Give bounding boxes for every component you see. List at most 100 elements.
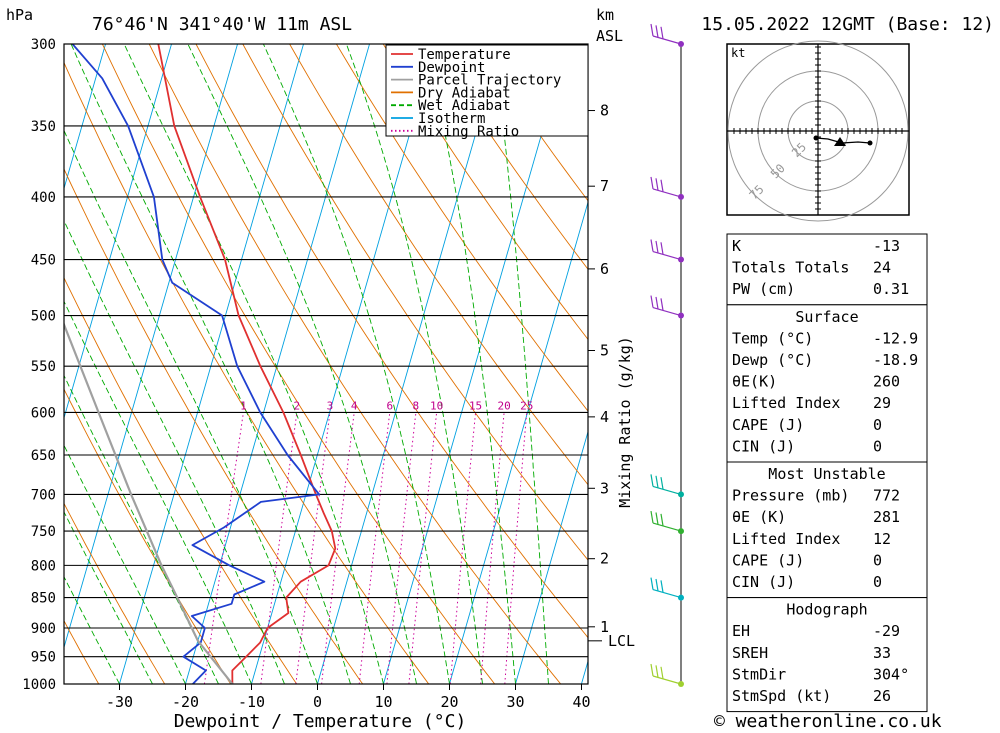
index-value: -29 [873,622,900,640]
mixing-ratio-line [504,412,528,684]
series-parcel-trajectory [64,321,234,684]
wet-adiabat-line [493,44,549,684]
wind-barb-flag [660,26,664,39]
wind-barb-flag [655,25,659,38]
index-label: Temp (°C) [732,329,813,347]
index-value: 0 [873,573,882,591]
height-tick-label: 1 [600,618,609,636]
pressure-tick-label: 400 [31,190,56,206]
index-value: 29 [873,394,891,412]
wind-barb-staff [652,485,682,495]
wind-barb-staff [652,188,682,198]
wind-barb-flag [655,296,659,310]
index-value: 0 [873,551,882,569]
pressure-tick-label: 950 [31,650,56,666]
x-axis-title: Dewpoint / Temperature (°C) [174,711,467,732]
pressure-tick-label: 850 [31,591,56,607]
wind-barb-flag [660,666,664,679]
legend-label: Temperature [418,47,511,63]
hodograph-indices-title: Hodograph [786,601,867,619]
index-value: 260 [873,373,900,391]
wet-adiabat-line [64,444,186,684]
most-unstable-indices-title: Most Unstable [768,465,885,483]
height-tick-label: 5 [600,342,609,360]
height-tick-label: 7 [600,177,609,195]
dry-adiabat-line [64,619,100,684]
pressure-unit-label: hPa [6,6,33,24]
height-unit-label: km [596,6,614,24]
lcl-label: LCL [608,632,635,650]
legend-box [385,44,589,137]
index-label: StmDir [732,665,786,683]
general-indices-box [726,233,928,306]
pressure-tick-label: 700 [31,487,56,503]
isotherm-line [514,430,588,684]
wind-barb-staff [652,306,682,317]
dry-adiabat-line [947,0,1000,710]
wind-barb [650,295,684,319]
index-label: SREH [732,644,768,662]
isotherm-line [184,44,370,684]
surface-indices-box [726,304,928,463]
mixing-ratio-label: 15 [469,399,482,412]
datetime-title: 15.05.2022 12GMT (Base: 12) [701,14,994,35]
wind-barb-flag [655,240,659,254]
x-tick-label: -10 [238,693,265,711]
index-value: 304° [873,665,909,683]
pressure-tick-label: 750 [31,524,56,540]
height-tick-label: 6 [600,260,609,278]
height-tick-label: 8 [600,102,609,120]
height-tick-label: 2 [600,550,609,568]
wind-barb-staff [652,250,682,261]
mixing-ratio-label: 3 [327,399,334,412]
index-label: θE (K) [732,508,786,526]
pressure-tick-label: 300 [31,37,56,53]
legend-label: Mixing Ratio [418,124,519,140]
wind-barb [650,474,684,498]
mixing-ratio-labels: 1 2 3 4 6 8 10 15 20 25 [240,399,533,412]
index-value: 281 [873,508,900,526]
index-value: 12 [873,530,891,548]
x-tick-label: -20 [172,693,199,711]
index-label: CAPE (J) [732,416,804,434]
isotherm-line [64,44,238,649]
wind-profile [650,23,684,687]
height-tick-label: 4 [600,408,609,426]
profile-series [64,44,337,684]
mixing-ratio-line [260,412,298,684]
mixing-ratio-line [358,412,391,684]
dry-adiabat-line [64,502,166,684]
legend-label: Dewpoint [418,60,485,76]
wet-adiabat-line [64,129,318,684]
mixing-ratio-line [203,412,244,684]
dry-adiabat-line [476,44,588,202]
indices-tables: K -13 Totals Totals 24 PW (cm) 0.31 Surface Tem… [726,233,928,713]
pressure-tick-label: 550 [31,359,56,375]
index-value: 33 [873,644,891,662]
x-tick-label: -30 [106,693,133,711]
mixing-ratio-label: 6 [386,399,393,412]
wind-barb-flag [660,298,664,311]
location-title: 76°46'N 341°40'W 11m ASL [92,14,352,35]
pressure-tick-label: 900 [31,621,56,637]
wind-barb-flag [655,665,659,678]
isotherm-line [118,44,304,684]
mixing-ratio-label: 10 [430,399,443,412]
hodograph-unit-label: kt [731,46,745,60]
index-label: StmSpd (kt) [732,687,831,705]
index-value: -13 [873,237,900,255]
wet-adiabat-line [345,44,483,684]
index-label: PW (cm) [732,280,795,298]
credit-text: © weatheronline.co.uk [714,711,942,732]
wind-barb-staff [652,35,682,45]
pressure-tick-label: 500 [31,309,56,325]
isotherm-line [448,200,588,684]
hodograph-point [813,135,819,141]
wind-barb [650,663,684,687]
x-tick-label: 0 [313,693,322,711]
mixing-ratio-label: 4 [351,399,358,412]
